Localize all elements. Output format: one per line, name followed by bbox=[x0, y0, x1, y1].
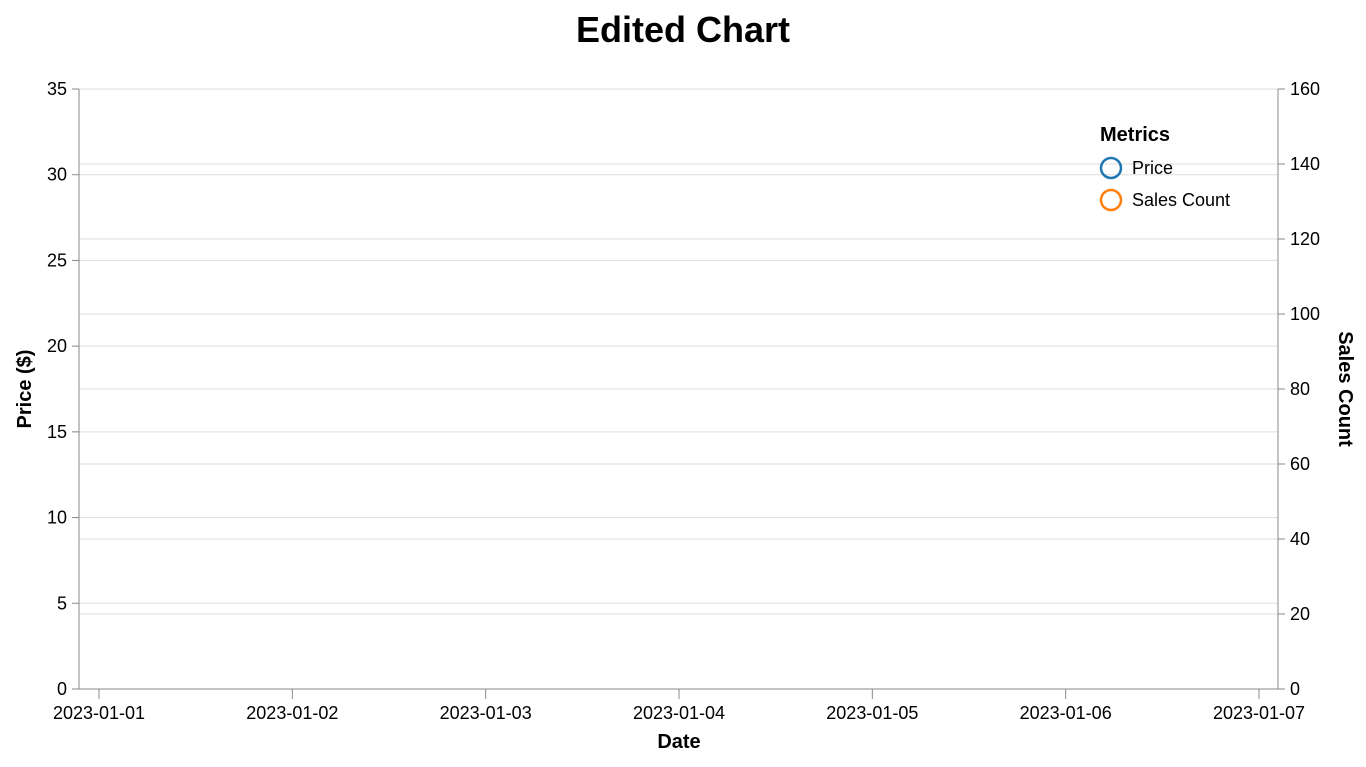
right-tick-label: 160 bbox=[1290, 79, 1320, 99]
chart-title: Edited Chart bbox=[576, 9, 790, 50]
right-tick-label: 40 bbox=[1290, 529, 1310, 549]
right-y-axis: 0 20 40 60 80 100 120 140 160 bbox=[1278, 79, 1320, 699]
left-tick-label: 15 bbox=[47, 422, 67, 442]
x-tick-label: 2023-01-02 bbox=[246, 703, 338, 723]
left-tick-label: 35 bbox=[47, 79, 67, 99]
legend: Metrics Price Sales Count bbox=[1099, 124, 1230, 212]
right-tick-label: 140 bbox=[1290, 154, 1320, 174]
x-tick-label: 2023-01-04 bbox=[633, 703, 725, 723]
left-tick-label: 20 bbox=[47, 336, 67, 356]
legend-symbol-price bbox=[1099, 156, 1123, 180]
left-tick-label: 0 bbox=[57, 679, 67, 699]
legend-items: Price Sales Count bbox=[1099, 156, 1230, 212]
right-tick-label: 100 bbox=[1290, 304, 1320, 324]
left-y-axis: 0 5 10 15 20 25 30 35 bbox=[47, 79, 79, 699]
right-gridlines bbox=[79, 88, 1278, 690]
x-axis-title: Date bbox=[657, 731, 700, 753]
right-tick-label: 80 bbox=[1290, 379, 1310, 399]
legend-title: Metrics bbox=[1100, 124, 1170, 146]
legend-label: Sales Count bbox=[1132, 190, 1230, 210]
right-tick-label: 20 bbox=[1290, 604, 1310, 624]
legend-label: Price bbox=[1132, 158, 1173, 178]
left-tick-label: 25 bbox=[47, 250, 67, 270]
left-tick-label: 30 bbox=[47, 165, 67, 185]
x-tick-label: 2023-01-05 bbox=[826, 703, 918, 723]
right-tick-label: 120 bbox=[1290, 229, 1320, 249]
right-tick-label: 60 bbox=[1290, 454, 1310, 474]
x-tick-label: 2023-01-01 bbox=[53, 703, 145, 723]
left-tick-label: 10 bbox=[47, 508, 67, 528]
x-tick-label: 2023-01-03 bbox=[440, 703, 532, 723]
x-axis: 2023-01-01 2023-01-02 2023-01-03 2023-01-04… bbox=[53, 689, 1305, 723]
legend-symbol-sales-count bbox=[1099, 188, 1123, 212]
left-gridlines bbox=[79, 88, 1278, 690]
left-tick-label: 5 bbox=[57, 593, 67, 613]
left-y-axis-title: Price ($) bbox=[14, 350, 36, 429]
x-tick-label: 2023-01-07 bbox=[1213, 703, 1305, 723]
right-tick-label: 0 bbox=[1290, 679, 1300, 699]
x-tick-label: 2023-01-06 bbox=[1020, 703, 1112, 723]
right-y-axis-title: Sales Count bbox=[1334, 331, 1356, 447]
